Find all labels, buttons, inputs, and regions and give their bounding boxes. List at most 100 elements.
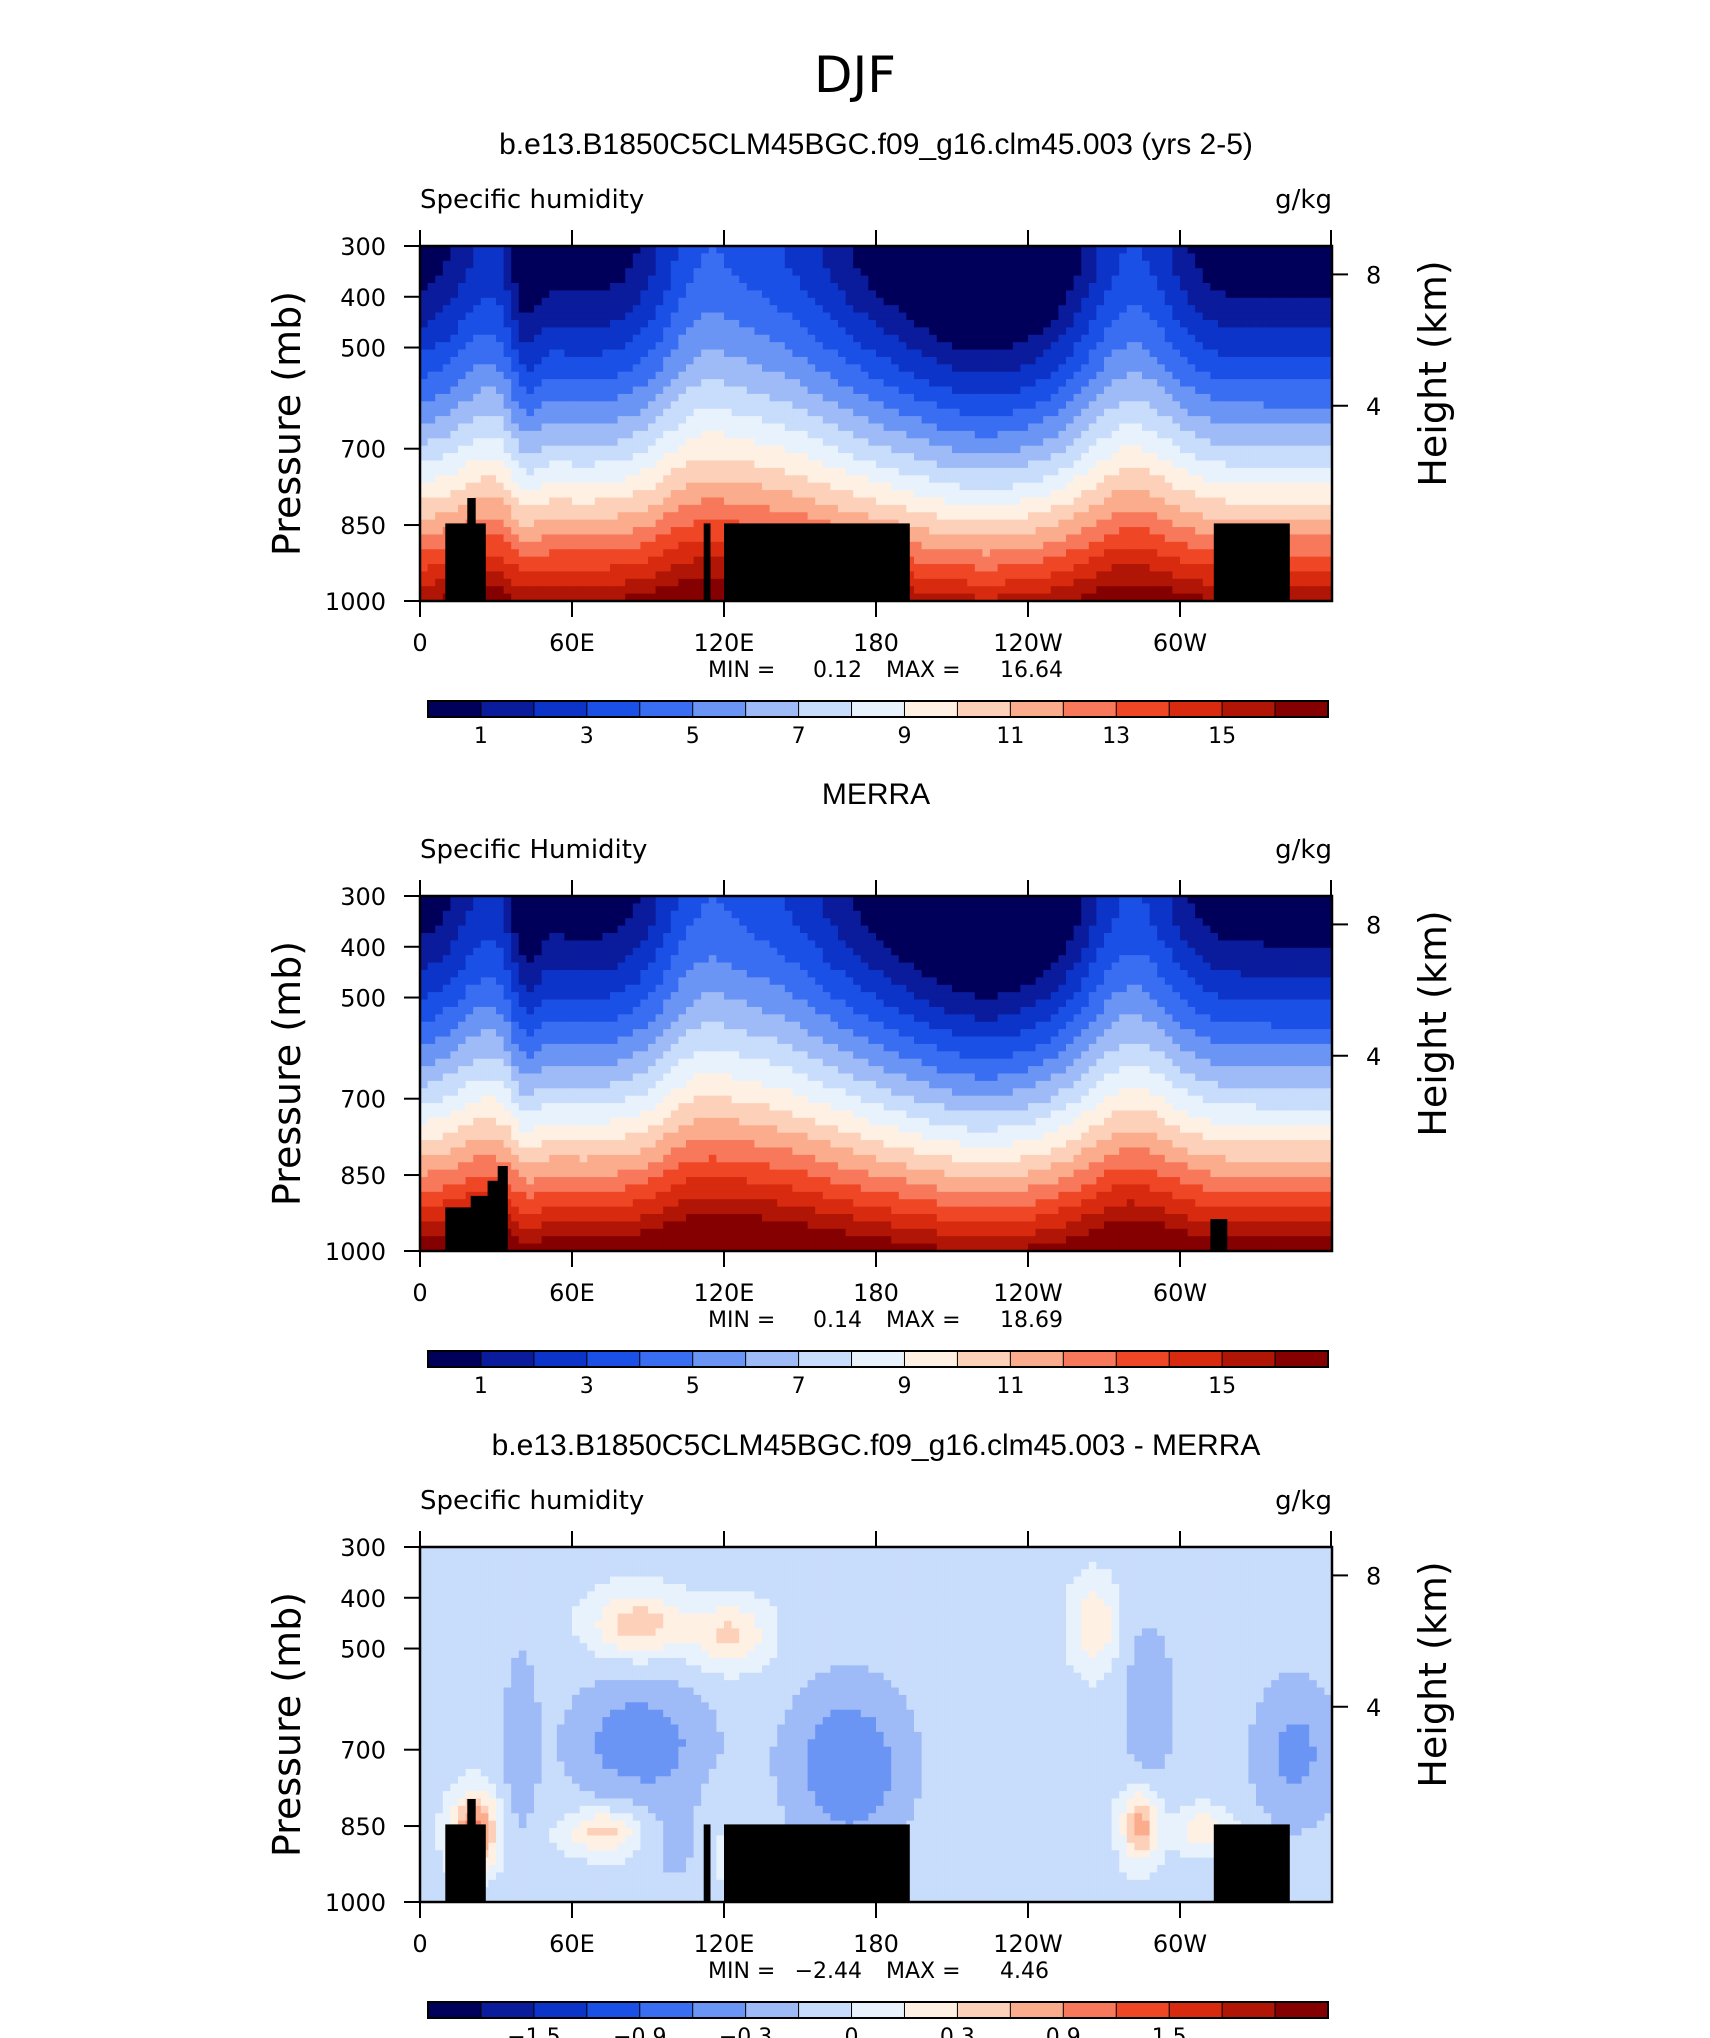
field-cell bbox=[526, 290, 535, 299]
field-cell bbox=[663, 527, 672, 536]
field-cell bbox=[784, 349, 793, 358]
field-cell bbox=[587, 246, 596, 254]
field-cell bbox=[602, 364, 611, 373]
field-cell bbox=[1096, 297, 1105, 306]
field-cell bbox=[967, 356, 976, 365]
field-cell bbox=[1126, 364, 1135, 373]
field-cell bbox=[754, 356, 763, 365]
field-cell bbox=[1202, 364, 1211, 373]
field-cell bbox=[784, 327, 793, 336]
field-cell bbox=[686, 430, 695, 439]
field-cell bbox=[1172, 423, 1181, 432]
field-cell bbox=[1142, 364, 1151, 373]
field-cell bbox=[929, 430, 938, 439]
field-cell bbox=[708, 319, 717, 328]
field-cell bbox=[746, 460, 755, 469]
field-cell bbox=[678, 268, 687, 277]
field-cell bbox=[625, 393, 634, 402]
field-cell bbox=[556, 408, 565, 417]
field-cell bbox=[891, 349, 900, 358]
field-cell bbox=[739, 260, 748, 269]
field-cell bbox=[1119, 556, 1128, 565]
field-cell bbox=[556, 445, 565, 454]
field-cell bbox=[1028, 586, 1037, 595]
field-cell bbox=[1088, 571, 1097, 580]
field-cell bbox=[777, 312, 786, 321]
field-cell bbox=[1035, 571, 1044, 580]
field-cell bbox=[838, 364, 847, 373]
field-cell bbox=[929, 504, 938, 513]
field-cell bbox=[511, 541, 520, 550]
field-cell bbox=[511, 312, 520, 321]
field-cell bbox=[716, 534, 725, 543]
field-cell bbox=[488, 290, 497, 299]
field-cell bbox=[997, 534, 1006, 543]
field-cell bbox=[458, 334, 467, 343]
field-cell bbox=[534, 416, 543, 425]
field-cell bbox=[876, 364, 885, 373]
field-cell bbox=[503, 445, 512, 454]
field-cell bbox=[731, 482, 740, 491]
field-cell bbox=[1096, 541, 1105, 550]
field-cell bbox=[914, 282, 923, 291]
field-cell bbox=[579, 386, 588, 395]
field-cell bbox=[838, 290, 847, 299]
field-cell bbox=[838, 319, 847, 328]
field-cell bbox=[420, 453, 429, 462]
field-cell bbox=[1012, 512, 1021, 521]
field-cell bbox=[663, 467, 672, 476]
field-cell bbox=[1111, 460, 1120, 469]
field-cell bbox=[610, 564, 619, 573]
field-cell bbox=[1005, 401, 1014, 410]
field-cell bbox=[1088, 253, 1097, 262]
field-cell bbox=[450, 445, 459, 454]
field-cell bbox=[435, 586, 444, 595]
field-cell bbox=[579, 305, 588, 314]
field-cell bbox=[1195, 541, 1204, 550]
field-cell bbox=[435, 401, 444, 410]
field-cell bbox=[1096, 453, 1105, 462]
field-cell bbox=[716, 445, 725, 454]
field-cell bbox=[1126, 246, 1135, 254]
field-cell bbox=[929, 282, 938, 291]
field-cell bbox=[678, 297, 687, 306]
field-cell bbox=[1058, 556, 1067, 565]
field-cell bbox=[1028, 504, 1037, 513]
field-cell bbox=[1142, 460, 1151, 469]
field-cell bbox=[420, 527, 429, 536]
field-cell bbox=[708, 386, 717, 395]
field-cell bbox=[921, 319, 930, 328]
field-cell bbox=[822, 438, 831, 447]
field-cell bbox=[549, 445, 558, 454]
field-cell bbox=[739, 253, 748, 262]
field-cell bbox=[541, 445, 550, 454]
field-cell bbox=[670, 534, 679, 543]
field-cell bbox=[906, 260, 915, 269]
field-cell bbox=[1096, 512, 1105, 521]
field-cell bbox=[1142, 386, 1151, 395]
field-cell bbox=[952, 319, 961, 328]
field-cell bbox=[435, 438, 444, 447]
field-cell bbox=[883, 319, 892, 328]
field-cell bbox=[556, 593, 565, 602]
field-cell bbox=[1035, 512, 1044, 521]
field-cell bbox=[860, 282, 869, 291]
field-cell bbox=[503, 246, 512, 254]
field-cell bbox=[503, 564, 512, 573]
field-cell bbox=[769, 356, 778, 365]
field-cell bbox=[746, 275, 755, 284]
field-cell bbox=[458, 253, 467, 262]
field-cell bbox=[716, 342, 725, 351]
field-cell bbox=[594, 571, 603, 580]
field-cell bbox=[473, 327, 482, 336]
field-cell bbox=[686, 571, 695, 580]
field-cell bbox=[488, 379, 497, 388]
field-cell bbox=[739, 386, 748, 395]
field-cell bbox=[534, 297, 543, 306]
field-cell bbox=[708, 571, 717, 580]
field-cell bbox=[1202, 275, 1211, 284]
field-cell bbox=[632, 260, 641, 269]
field-cell bbox=[541, 416, 550, 425]
field-cell bbox=[693, 416, 702, 425]
field-cell bbox=[427, 438, 436, 447]
